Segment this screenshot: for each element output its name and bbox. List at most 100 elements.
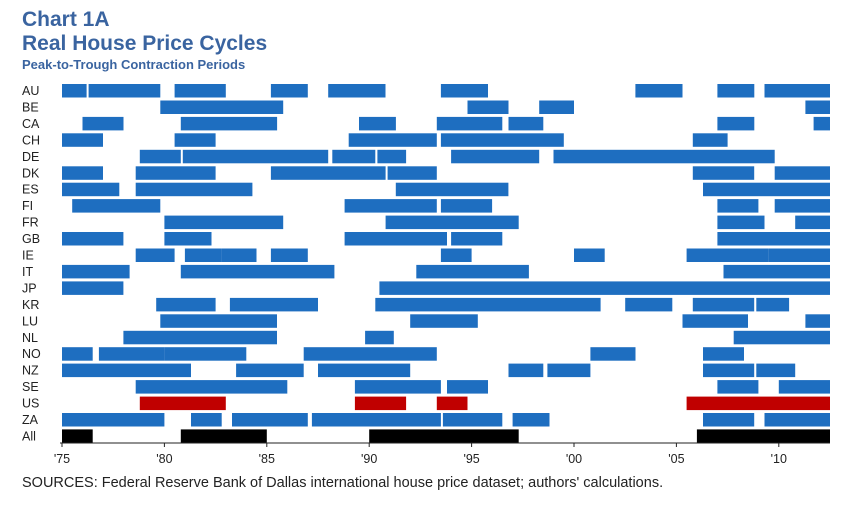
period-bar-de-4 [451,149,540,164]
period-bar-gb-0 [62,232,124,246]
period-bar-be-3 [805,100,830,114]
period-bar-ca-0 [82,116,124,131]
period-bar-dk-1 [135,166,216,180]
period-bar-gb-4 [717,232,765,246]
row-label-za: ZA [22,413,39,427]
x-tick-label-2010: '10 [771,452,787,466]
period-bar-dk-0 [62,166,103,180]
period-bar-nl-0 [123,330,278,345]
period-bar-lu-1 [410,314,478,328]
row-label-it: IT [22,265,33,279]
row-label-us: US [22,397,39,411]
period-bar-es-1 [135,182,253,197]
period-bar-nz-1 [236,363,304,378]
row-label-gb: GB [22,232,40,246]
period-bar-all-1 [180,429,267,443]
period-bar-es-0 [62,182,120,197]
period-bar-us-1 [354,396,407,411]
period-bar-nz-0 [62,363,191,378]
row-label-kr: KR [22,298,39,312]
period-bar-ie-0 [135,248,175,262]
row-label-fi: FI [22,199,33,213]
period-bar-fr-2 [717,215,765,230]
period-bar-ch-1 [174,133,216,147]
chart-source: SOURCES: Federal Reserve Bank of Dallas … [22,475,664,491]
ticks-layer: '75 '80 '85 '90 '95 '00 '05 '10 [54,443,787,466]
period-bar-fr-0 [164,215,284,230]
period-bar-ie-7 [768,248,830,262]
period-bar-au-1 [88,84,161,98]
period-bar-za-0 [62,413,165,427]
period-bar-es-2 [395,182,509,197]
period-bar-it-1 [180,264,335,279]
period-bar-us-2 [436,396,468,411]
period-bar-ch-2 [348,133,437,147]
period-bar-gb-3 [451,232,503,246]
x-tick-label-1990: '90 [361,452,377,466]
period-bar-be-1 [467,100,509,114]
period-bar-kr-4 [692,297,755,312]
period-bar-gb-1 [164,232,212,246]
chart-title: Chart 1A [22,8,110,31]
period-bar-za-7 [764,413,830,427]
period-bar-no-1 [98,347,165,361]
row-label-ch: CH [22,133,40,147]
row-label-jp: JP [22,281,37,295]
period-bar-za-2 [232,413,308,427]
row-label-fr: FR [22,216,39,230]
period-bar-de-0 [139,149,181,164]
period-bar-au-0 [62,84,87,98]
period-bar-fr-1 [385,215,519,230]
period-bar-nl-1 [365,330,394,345]
period-bar-all-3 [696,429,830,443]
period-bar-lu-2 [682,314,748,328]
period-bar-no-2 [164,347,247,361]
period-bar-nz-4 [547,363,591,378]
period-bar-nz-6 [756,363,796,378]
row-label-nl: NL [22,331,38,345]
period-bar-se-0 [135,380,288,394]
period-bar-fr-3 [795,215,830,230]
period-bar-fi-3 [717,199,759,213]
x-tick-label-1975: '75 [54,452,70,466]
period-bar-ie-5 [574,248,605,262]
period-bar-ca-5 [717,116,755,131]
period-bar-dk-5 [774,166,830,180]
period-bar-ca-6 [813,116,830,131]
period-bar-no-4 [590,347,636,361]
row-label-lu: LU [22,314,38,328]
period-bar-nz-2 [318,363,411,378]
period-bar-ie-4 [440,248,472,262]
period-bar-za-5 [512,413,550,427]
period-bar-ie-1 [184,248,222,262]
period-bar-be-2 [539,100,574,114]
period-bar-lu-0 [160,314,277,328]
period-bar-se-4 [778,380,830,394]
period-bar-it-2 [416,264,529,279]
period-bar-it-0 [62,264,130,279]
period-bar-de-1 [182,149,329,164]
period-bar-it-3 [723,264,830,279]
period-bar-za-3 [311,413,441,427]
period-bar-fi-2 [440,199,493,213]
period-bar-nz-3 [508,363,544,378]
row-label-all: All [22,429,36,443]
rows-layer: AU BE CA CH DE DK ES FI FR GB IE IT JP KR LU NL NO NZ SE US… [22,84,830,443]
row-label-es: ES [22,183,39,197]
period-bar-de-2 [332,149,376,164]
period-bar-de-3 [377,149,407,164]
period-bar-ch-4 [692,133,728,147]
period-bar-ca-3 [436,116,503,131]
period-bar-jp-0 [62,281,124,295]
period-bar-us-3 [686,396,830,411]
row-label-dk: DK [22,166,40,180]
period-bar-gb-5 [764,232,830,246]
chart-caption: Peak-to-Trough Contraction Periods [22,57,246,72]
period-bar-dk-3 [387,166,437,180]
period-bar-au-5 [440,84,488,98]
period-bar-au-3 [270,84,308,98]
period-bar-kr-2 [375,297,601,312]
row-label-ie: IE [22,249,34,263]
x-tick-label-2005: '05 [668,452,684,466]
period-bar-ie-3 [270,248,308,262]
